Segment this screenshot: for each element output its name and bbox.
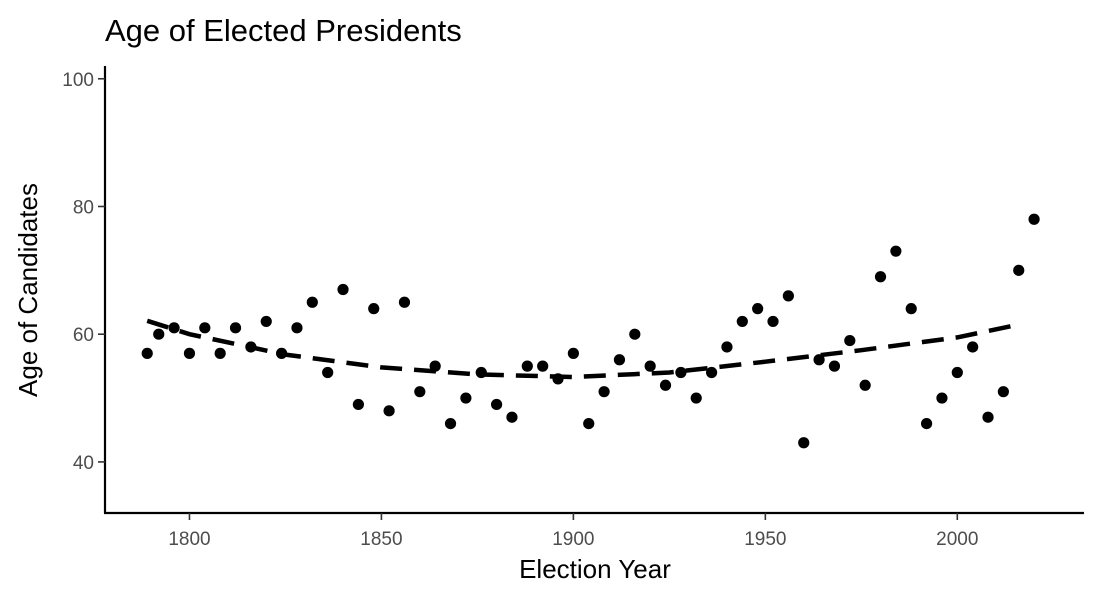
data-point [813, 354, 825, 366]
data-point [1013, 264, 1025, 276]
data-point [598, 386, 610, 398]
data-point [260, 315, 272, 328]
data-point [199, 322, 211, 334]
data-point [229, 322, 242, 334]
data-point [752, 303, 764, 315]
data-point [721, 341, 733, 353]
x-tick-label: 1850 [360, 529, 402, 550]
y-tick-label: 40 [73, 453, 94, 474]
data-point [141, 347, 153, 359]
data-point [659, 379, 672, 391]
data-point [552, 373, 564, 385]
data-point [521, 360, 533, 372]
data-point [537, 360, 549, 372]
chart-title: Age of Elected Presidents [105, 13, 462, 48]
x-tick-label: 1800 [168, 529, 210, 550]
data-point [583, 418, 595, 430]
trend-line [146, 318, 1020, 380]
data-point [675, 366, 687, 379]
data-point [644, 360, 656, 372]
data-point [506, 411, 518, 423]
data-point [828, 360, 841, 372]
data-point [352, 398, 364, 411]
data-point [613, 354, 626, 366]
data-point [782, 290, 794, 302]
x-tick-label: 1900 [552, 529, 594, 550]
data-point [337, 283, 349, 296]
data-point [306, 296, 318, 308]
data-point [905, 303, 917, 315]
data-point [245, 341, 257, 353]
data-point [168, 322, 180, 334]
data-point [967, 341, 979, 353]
y-tick-label: 80 [73, 197, 94, 218]
data-point [291, 322, 303, 334]
x-axis-ticks: 1800 1850 1900 1950 2000 [168, 513, 978, 550]
data-point [491, 398, 503, 411]
data-point [276, 347, 288, 359]
x-axis-title: Election Year [519, 554, 671, 584]
data-point [1028, 213, 1040, 225]
data-point [214, 347, 226, 359]
y-tick-label: 60 [73, 325, 94, 346]
data-point [874, 271, 887, 283]
data-point [475, 366, 487, 379]
data-point [183, 347, 196, 359]
data-point [982, 411, 994, 423]
data-point [444, 418, 457, 430]
data-point [460, 392, 472, 404]
data-point [920, 418, 933, 430]
y-axis-title: Age of Candidates [13, 183, 43, 397]
y-axis-ticks: 40 60 80 100 [62, 70, 105, 474]
data-point [398, 296, 411, 308]
data-point [736, 315, 748, 328]
data-point [414, 386, 426, 398]
data-point [322, 366, 334, 379]
data-point [567, 347, 579, 359]
y-tick-label: 100 [62, 70, 94, 91]
data-point [383, 405, 395, 417]
data-point [936, 392, 948, 404]
data-point [798, 437, 810, 449]
data-point [859, 379, 871, 391]
data-point [690, 392, 702, 404]
data-point [629, 328, 641, 340]
data-point [951, 366, 963, 379]
data-point [890, 245, 902, 257]
data-point [997, 386, 1009, 398]
x-tick-label: 2000 [936, 529, 978, 550]
data-point [368, 303, 380, 315]
plot-area [141, 213, 1040, 449]
data-point [705, 366, 718, 379]
data-point [153, 328, 165, 340]
data-point [429, 360, 441, 372]
data-point [844, 334, 856, 347]
x-tick-label: 1950 [744, 529, 786, 550]
data-point [767, 315, 779, 328]
